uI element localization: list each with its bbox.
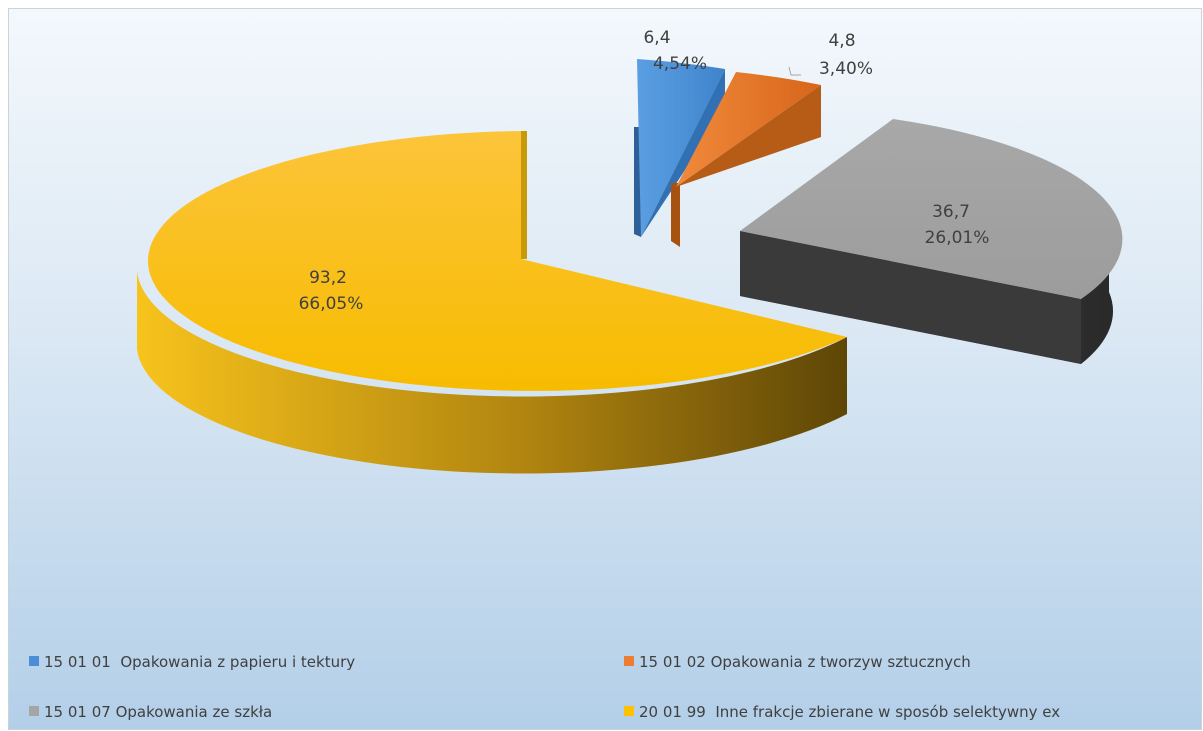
pie-slice-inne-frakcje-side [137,271,847,474]
data-label-inne-frakcje: 93,2 66,05% [299,268,364,314]
legend-swatch-tworzywa [624,656,634,666]
pie-slice-papier-edge [641,69,725,237]
pie-slice-inne-frakcje-top [147,131,848,391]
legend: 15 01 01 Opakowania z papieru i tektury … [29,653,1060,721]
pie-slice-szklo [740,119,1123,364]
legend-label-papier: 15 01 01 Opakowania z papieru i tektury [44,653,355,671]
data-label-tworzywa: 4,8 3,40% [819,31,873,79]
legend-item-papier: 15 01 01 Opakowania z papieru i tektury [29,653,355,671]
data-label-papier: 6,4 4,54% [643,28,707,74]
data-label-szklo-percent: 26,01% [925,228,990,248]
pie-slice-papier [634,59,725,237]
pie-slice-tworzywa-side [671,183,680,247]
data-label-szklo: 36,7 26,01% [925,202,990,248]
data-label-papier-percent: 4,54% [653,54,707,74]
data-label-tworzywa-value: 4,8 [828,31,855,51]
pie-slice-tworzywa-edge [676,85,821,187]
leader-line-tworzywa [788,66,801,76]
pie-chart: 6,4 4,54% 4,8 3,40% 36,7 26,01% 93,2 66,… [29,28,1123,721]
pie-slice-tworzywa [671,72,821,247]
data-label-tworzywa-percent: 3,40% [819,59,873,79]
chart-area: 6,4 4,54% 4,8 3,40% 36,7 26,01% 93,2 66,… [8,8,1202,730]
legend-label-inne-frakcje: 20 01 99 Inne frakcje zbierane w sposób … [639,703,1060,721]
legend-item-tworzywa: 15 01 02 Opakowania z tworzyw sztucznych [624,653,971,671]
legend-swatch-papier [29,656,39,666]
legend-swatch-inne-frakcje [624,706,634,716]
pie-slice-tworzywa-top [676,72,821,187]
legend-item-szklo: 15 01 07 Opakowania ze szkła [29,703,272,721]
data-label-szklo-value: 36,7 [932,202,970,222]
data-label-inne-frakcje-percent: 66,05% [299,294,364,314]
legend-swatch-szklo [29,706,39,716]
legend-label-tworzywa: 15 01 02 Opakowania z tworzyw sztucznych [639,653,971,671]
data-label-papier-value: 6,4 [643,28,670,48]
data-label-inne-frakcje-value: 93,2 [309,268,347,288]
legend-item-inne-frakcje: 20 01 99 Inne frakcje zbierane w sposób … [624,703,1060,721]
pie-slice-inne-frakcje [137,131,848,474]
pie-slice-szklo-top [740,119,1123,299]
legend-label-szklo: 15 01 07 Opakowania ze szkła [44,703,272,721]
pie-slice-szklo-front [740,231,1081,364]
pie-slice-papier-top [637,59,725,237]
pie-slice-inne-frakcje-inner-wall [521,131,527,259]
